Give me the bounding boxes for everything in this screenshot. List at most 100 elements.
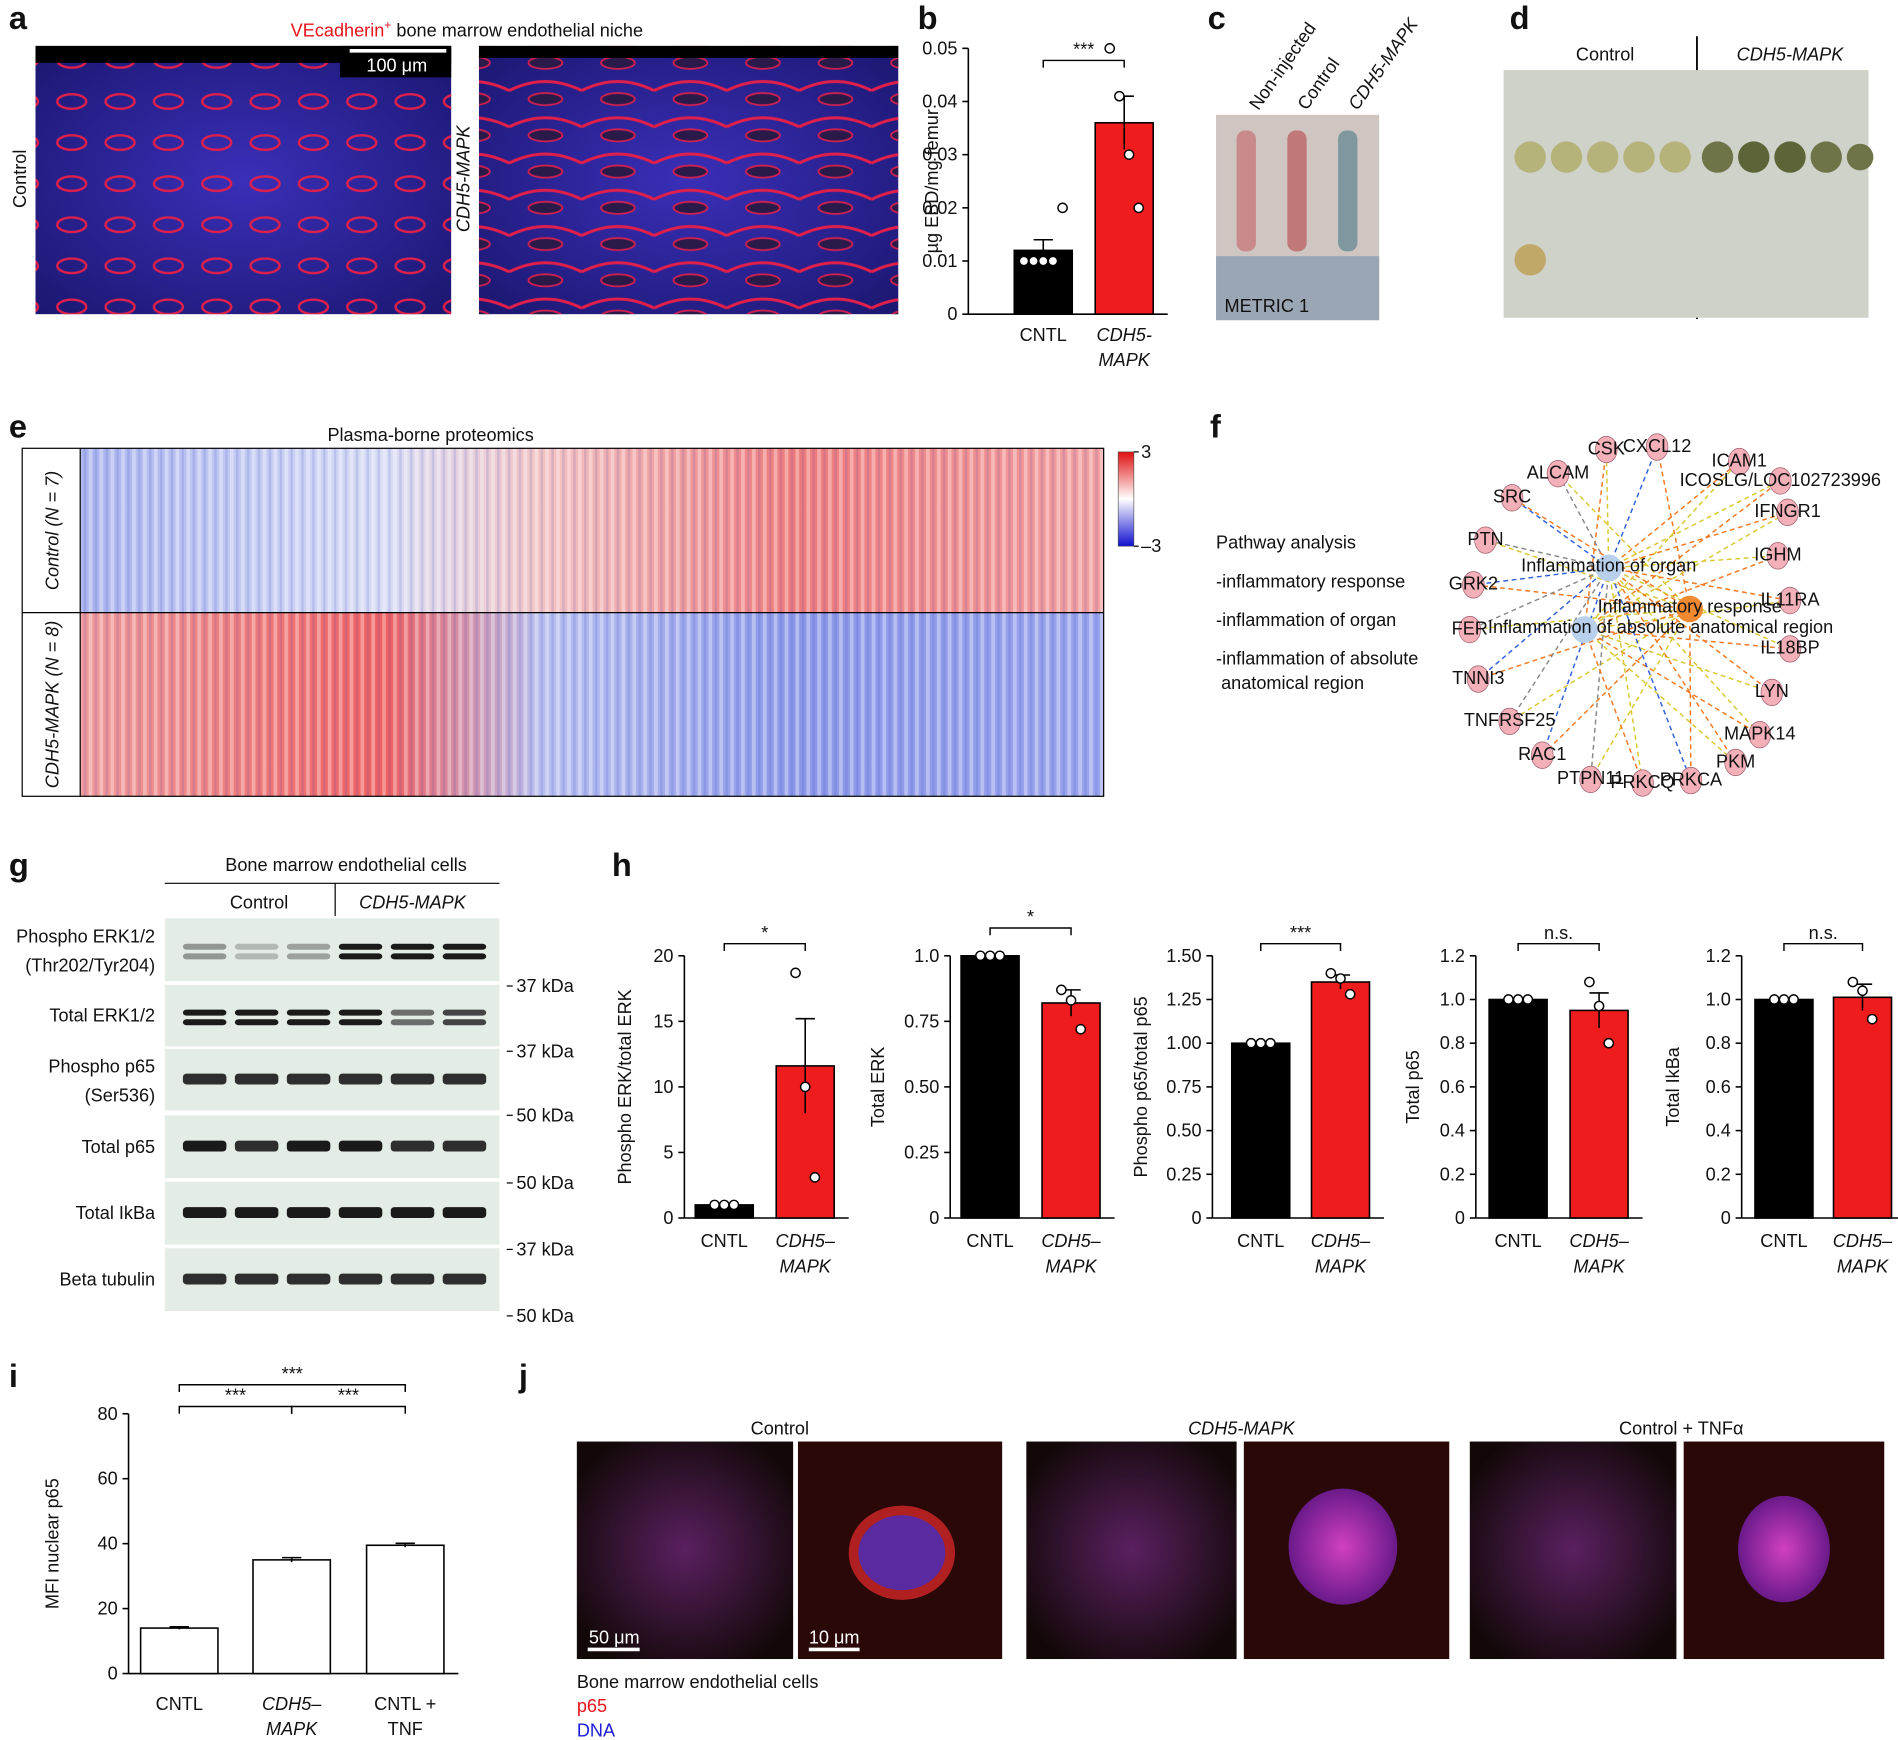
x-tick-label-line: CDH5–	[776, 1231, 836, 1251]
y-tick-label: 1.25	[1166, 990, 1201, 1010]
significance-label: ***	[1073, 40, 1094, 60]
data-point	[1768, 994, 1780, 1005]
data-point	[1847, 976, 1859, 988]
hub-label: Inflammation of absolute anatomical regi…	[1488, 617, 1833, 637]
data-point	[1503, 994, 1514, 1005]
significance-label: n.s.	[1809, 923, 1838, 943]
data-point	[1603, 1037, 1615, 1049]
band	[442, 1073, 487, 1085]
bar	[139, 1627, 219, 1675]
bar	[1488, 998, 1548, 1219]
marker-label: 50 kDa	[516, 1306, 574, 1326]
legend-entry: DNA	[577, 1720, 616, 1740]
edge	[1608, 446, 1658, 569]
band	[338, 1009, 383, 1016]
node-label: TNNI3	[1452, 668, 1504, 688]
edge	[1509, 567, 1610, 722]
data-point	[1065, 995, 1077, 1006]
edge	[1584, 461, 1740, 631]
node	[1724, 748, 1747, 777]
x-tick-label: CNTL	[701, 1231, 748, 1251]
bar	[252, 1559, 332, 1675]
node	[1776, 498, 1799, 526]
panel-label: a	[9, 0, 28, 36]
band	[182, 1073, 227, 1085]
x-tick-label-line: MAPK	[266, 1719, 318, 1739]
y-tick-label: 0.50	[904, 1077, 939, 1097]
chart: 0 0.25 0.50 0.75 1.00 1.25 1.50 Phospho p65/tot…	[1131, 923, 1384, 1276]
band	[182, 943, 227, 950]
blot-label-line: Beta tubulin	[59, 1270, 155, 1290]
bar	[365, 1544, 445, 1675]
band	[234, 1207, 279, 1218]
data-point	[1104, 43, 1116, 54]
x-tick-label-line: CNTL +	[374, 1694, 436, 1714]
significance-bracket	[1042, 59, 1125, 68]
legend-entry: p65	[577, 1696, 607, 1716]
data-point	[1028, 255, 1039, 267]
micrograph	[1026, 1441, 1237, 1660]
y-tick-label: 0.03	[922, 145, 957, 165]
scale-bar-label: 50 μm	[589, 1627, 640, 1647]
y-tick-label: 1.0	[914, 946, 939, 966]
x-tick-label: CNTL	[1494, 1231, 1541, 1251]
data-point	[718, 1199, 730, 1211]
wells	[1514, 141, 1874, 276]
y-tick-label: 0.8	[1440, 1033, 1465, 1053]
band	[286, 1140, 331, 1152]
panel-f: Pathway analysis -inflammatory response …	[1216, 433, 1881, 797]
significance-label: ***	[338, 1386, 359, 1406]
data-point	[1857, 985, 1868, 997]
edge	[1608, 567, 1791, 650]
node-label: CXCL12	[1623, 436, 1691, 456]
y-tick-label: 10	[653, 1077, 673, 1097]
hub	[1676, 595, 1703, 623]
blot-label-line: Total p65	[82, 1137, 156, 1157]
pathway-item: -inflammatory response	[1216, 571, 1405, 591]
row-label: Control	[10, 150, 30, 208]
node	[1778, 635, 1802, 663]
edge	[1478, 608, 1690, 680]
edge	[1477, 567, 1610, 680]
node	[1760, 678, 1784, 707]
band	[234, 1009, 279, 1016]
blot-label: Total ERK1/2	[49, 1006, 155, 1026]
x-tick-label-line: CDH5–	[1833, 1231, 1893, 1251]
bar	[1230, 1042, 1291, 1219]
data-point	[1047, 255, 1059, 267]
data-point	[1037, 255, 1049, 267]
band	[390, 953, 435, 960]
node	[1531, 741, 1554, 769]
bar	[1041, 1002, 1101, 1219]
x-tick-label: CDH5– MAPK	[776, 1231, 836, 1276]
x-tick-label-line: MAPK	[1099, 350, 1151, 370]
bar	[1832, 996, 1893, 1219]
column-header: CDH5-MAPK	[1188, 1418, 1296, 1438]
significance-bracket	[178, 1384, 406, 1392]
band	[442, 1207, 487, 1218]
y-tick-label: 0.02	[922, 198, 957, 218]
panel-label: j	[518, 1357, 528, 1394]
micrograph-vessels	[478, 45, 899, 315]
marker-label: 37 kDa	[516, 976, 574, 996]
chart: 0 0.01 0.02 0.03 0.04 0.05 µg EBD/mg femur CNTL…	[922, 38, 1168, 370]
band	[234, 1140, 279, 1152]
node	[1500, 484, 1524, 512]
x-tick-label-line: CNTL	[701, 1231, 748, 1251]
y-tick-label: 0.2	[1440, 1164, 1465, 1184]
node	[1769, 467, 1792, 495]
data-point	[799, 1081, 811, 1093]
node-label: TNFRSF25	[1464, 710, 1556, 730]
data-point	[1265, 1037, 1276, 1049]
edge	[1589, 608, 1691, 780]
blot-label: Total IkBa	[76, 1203, 156, 1223]
data-point	[1018, 255, 1030, 267]
blot-label-line: Phospho ERK1/2	[16, 927, 155, 947]
node-label: ALCAM	[1527, 463, 1589, 483]
marker-label: 37 kDa	[516, 1239, 574, 1259]
band	[286, 1207, 331, 1218]
femur	[1287, 130, 1307, 252]
node	[1766, 542, 1790, 570]
node-label: PTN	[1467, 529, 1503, 549]
y-axis-label: Total IkBa	[1663, 1046, 1683, 1126]
